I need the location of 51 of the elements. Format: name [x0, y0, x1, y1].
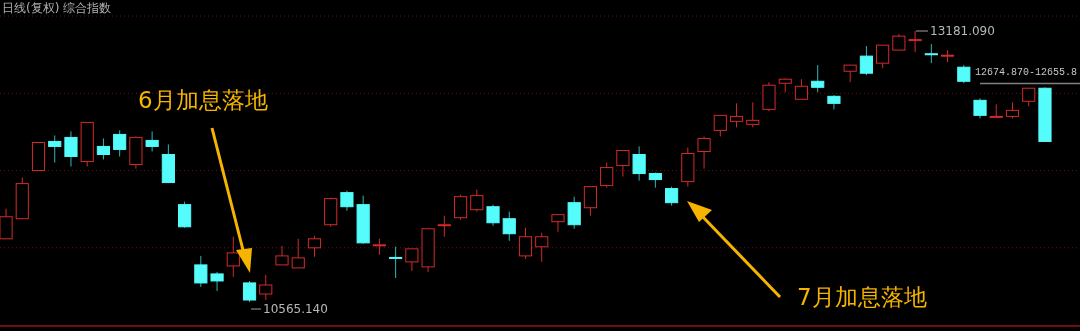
- candlestick: [437, 215, 451, 238]
- candlestick: [210, 271, 224, 292]
- candlestick: [259, 274, 273, 301]
- candlestick: [567, 196, 581, 230]
- annotation: 10565.140: [263, 302, 328, 316]
- candlestick: [583, 186, 598, 217]
- candlestick: [340, 190, 354, 212]
- candlestick: [291, 238, 305, 269]
- candlestick: [924, 43, 938, 64]
- candlestick: [535, 232, 549, 263]
- candlestick: [713, 114, 727, 137]
- candlestick: [632, 145, 646, 182]
- candlestick: [194, 255, 208, 288]
- candlestick: [48, 134, 62, 164]
- candlestick: [502, 211, 516, 242]
- candlestick: [453, 194, 468, 221]
- annotation: 7月加息落地: [797, 284, 927, 310]
- candlestick: [0, 208, 13, 240]
- candlestick: [876, 44, 890, 69]
- candlestick: [405, 248, 419, 272]
- candlestick: [794, 78, 809, 100]
- candlestick: [665, 186, 679, 207]
- candlestick: [600, 162, 614, 189]
- candlestick: [908, 30, 922, 53]
- candlestick: [226, 236, 240, 278]
- candlestick: [811, 64, 825, 93]
- annotation: 13181.090: [930, 24, 995, 38]
- candlestick: [178, 201, 192, 229]
- candlestick: [729, 102, 744, 128]
- candlestick: [96, 137, 111, 160]
- candlestick: [859, 45, 873, 76]
- candlestick: [64, 130, 78, 168]
- candlestick: [746, 101, 760, 128]
- candlestick: [697, 135, 711, 170]
- candlestick: [389, 246, 403, 279]
- candlestick: [551, 214, 565, 233]
- candlestick: [957, 64, 971, 84]
- candlestick: [470, 189, 484, 213]
- candlestick: [145, 130, 159, 153]
- candlestick: [1022, 87, 1036, 107]
- annotation: 6月加息落地: [138, 87, 268, 113]
- candlestick: [518, 227, 533, 260]
- candlestick: [973, 97, 987, 119]
- ref-line-label: 12674.870-12655.8: [974, 67, 1077, 79]
- candlestick: [113, 129, 127, 157]
- candlestick: [616, 149, 630, 178]
- candlestick: [486, 204, 500, 227]
- candlestick: [242, 280, 257, 303]
- candlestick: [307, 235, 322, 258]
- candlestick: [275, 245, 289, 266]
- chart-title: 日线(复权) 综合指数: [2, 1, 112, 15]
